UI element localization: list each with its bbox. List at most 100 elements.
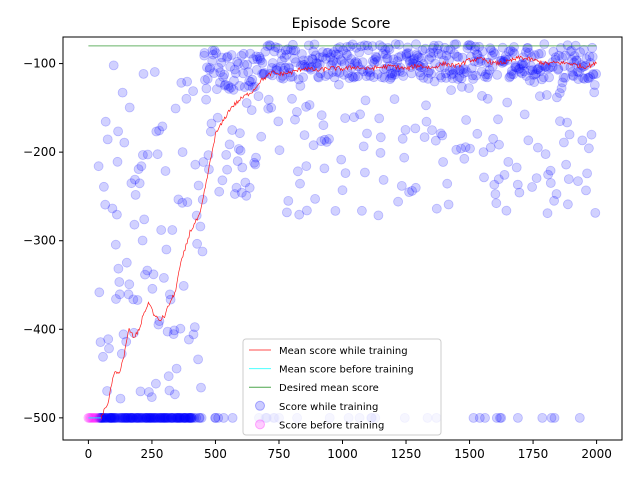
training-score-point: [171, 412, 182, 423]
x-tick-label: 750: [268, 447, 291, 461]
training-score-point: [229, 75, 239, 86]
training-score-point: [236, 50, 247, 61]
training-score-point: [487, 61, 498, 72]
training-score-point: [102, 386, 112, 396]
training-score-point: [573, 176, 583, 187]
training-score-point: [160, 412, 171, 423]
training-score-point: [559, 61, 570, 71]
training-score-point: [431, 203, 442, 214]
training-score-point: [531, 68, 541, 79]
training-score-point: [532, 64, 543, 75]
training-score-point: [531, 173, 542, 184]
training-score-point: [150, 412, 161, 423]
training-score-point: [541, 90, 552, 100]
training-score-point: [134, 412, 145, 423]
training-score-point: [207, 55, 218, 66]
training-score-point: [504, 72, 515, 83]
training-score-point: [254, 51, 265, 62]
training-score-point: [159, 412, 170, 423]
training-score-point: [171, 412, 182, 423]
training-score-point: [99, 181, 109, 192]
training-score-point: [119, 412, 129, 423]
training-score-point: [384, 44, 395, 55]
training-score-point: [470, 70, 481, 81]
training-score-point: [239, 59, 250, 70]
training-score-point: [314, 59, 325, 70]
training-score-point: [505, 71, 516, 82]
training-score-point: [257, 58, 268, 68]
training-score-point: [144, 412, 155, 423]
training-score-point: [224, 83, 234, 94]
training-score-point: [563, 174, 574, 185]
training-score-point: [527, 182, 537, 192]
training-score-point: [250, 159, 261, 170]
training-score-point: [124, 279, 135, 290]
training-score-point: [563, 199, 573, 210]
training-score-point: [178, 280, 189, 291]
training-score-point: [151, 126, 162, 137]
x-tick-label: 1750: [518, 447, 549, 461]
training-score-point: [106, 412, 116, 423]
training-score-point: [148, 269, 159, 280]
training-score-point: [575, 47, 585, 57]
training-score-point: [489, 49, 500, 59]
training-score-point: [316, 110, 327, 121]
training-score-point: [382, 53, 393, 64]
training-score-point: [168, 412, 179, 423]
training-score-point: [110, 239, 121, 250]
training-score-point: [223, 81, 234, 91]
training-score-point: [255, 55, 266, 66]
training-score-point: [577, 135, 588, 146]
training-score-point: [380, 49, 391, 60]
training-score-point: [136, 412, 147, 423]
training-score-point: [242, 59, 253, 70]
training-score-point: [132, 412, 143, 423]
training-score-point: [173, 194, 184, 205]
training-score-point: [582, 72, 593, 83]
training-score-point: [285, 72, 296, 82]
training-score-point: [527, 65, 538, 75]
training-score-point: [162, 326, 173, 337]
training-score-point: [452, 74, 463, 84]
training-score-point: [123, 412, 133, 423]
training-score-point: [432, 44, 443, 55]
training-score-point: [106, 412, 117, 423]
training-score-point: [201, 83, 212, 94]
training-score-point: [493, 174, 504, 185]
training-score-point: [477, 91, 487, 101]
training-score-point: [513, 412, 523, 423]
training-score-point: [362, 128, 372, 139]
training-score-point: [122, 412, 132, 423]
training-score-point: [326, 49, 337, 60]
x-tick-label: 1500: [454, 447, 485, 461]
training-score-point: [470, 41, 481, 52]
training-score-point: [233, 59, 244, 69]
training-score-point: [310, 193, 321, 204]
training-score-point: [426, 68, 437, 79]
training-score-point: [213, 412, 224, 423]
training-score-point: [244, 182, 255, 193]
training-score-point: [226, 50, 237, 60]
training-score-point: [175, 412, 186, 423]
training-score-point: [468, 74, 479, 84]
training-score-point: [400, 124, 411, 135]
training-score-point: [200, 75, 210, 85]
training-score-point: [311, 58, 322, 68]
training-score-point: [455, 65, 466, 75]
training-score-point: [156, 225, 167, 235]
training-score-point: [399, 152, 410, 163]
training-score-point: [113, 126, 123, 137]
training-score-point: [295, 178, 305, 189]
legend-label: Score before training: [279, 420, 384, 431]
training-score-point: [213, 62, 224, 73]
training-score-point: [297, 59, 308, 70]
training-score-point: [211, 84, 222, 95]
training-score-point: [233, 144, 244, 154]
training-score-point: [548, 46, 559, 57]
training-score-point: [112, 209, 122, 220]
training-score-point: [385, 74, 395, 84]
training-score-point: [387, 70, 397, 81]
training-score-point: [184, 412, 195, 423]
training-score-point: [227, 125, 238, 135]
training-score-point: [507, 46, 518, 57]
